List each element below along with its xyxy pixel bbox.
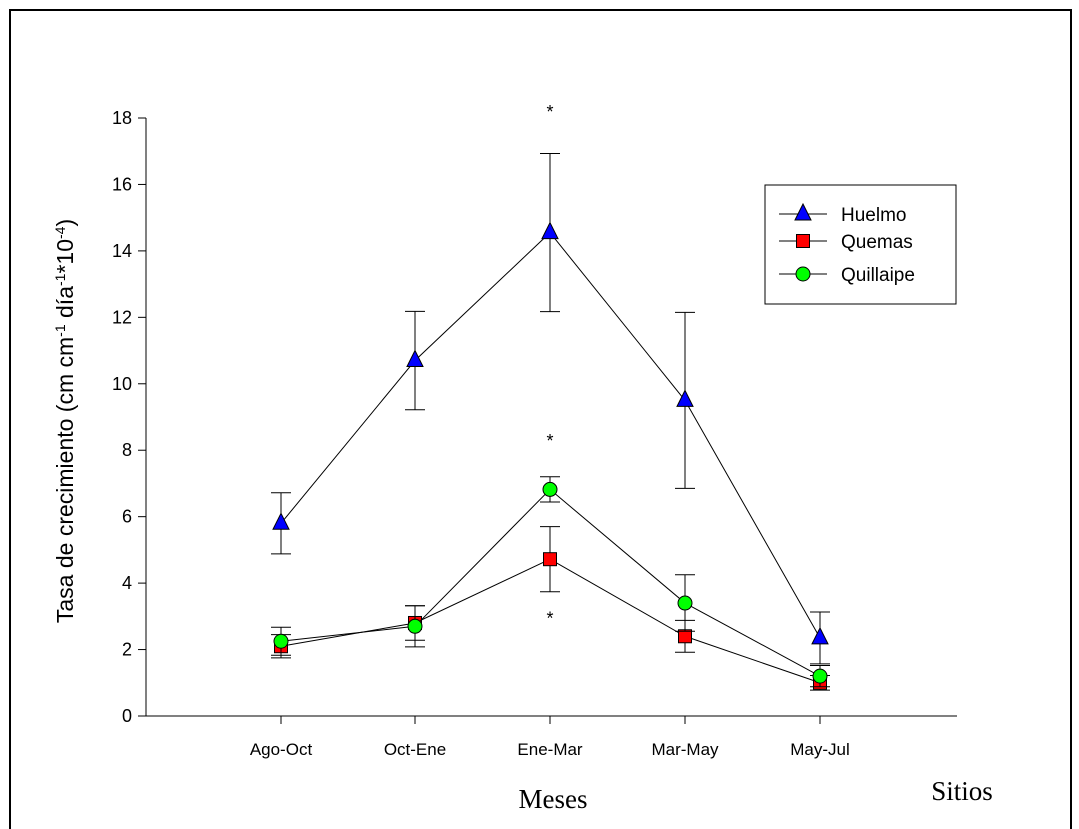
y-axis-label: Tasa de crecimiento (cm cm-1 día-1*10-4) (52, 219, 78, 623)
legend-item-quemas: Quemas (779, 232, 913, 253)
data-point-huelmo (406, 349, 424, 368)
legend-label-huelmo: Huelmo (841, 205, 906, 226)
significance-marker: * (546, 102, 553, 122)
legend-marker-huelmo (794, 202, 812, 221)
x-tick-label: Ene-Mar (517, 740, 583, 759)
data-point-quemas (543, 552, 557, 567)
data-point-quillaipe (542, 481, 558, 497)
legend-item-huelmo: Huelmo (779, 202, 906, 226)
legend-item-quillaipe: Quillaipe (779, 265, 915, 286)
y-axis-label-part: -1 (52, 324, 68, 337)
x-tick-label: Mar-May (651, 740, 719, 759)
y-tick-label: 12 (112, 307, 132, 327)
y-tick-label: 16 (112, 174, 132, 194)
legend-label-quemas: Quemas (841, 232, 913, 253)
data-point-quillaipe (407, 618, 423, 634)
y-tick-label: 18 (112, 108, 132, 128)
y-tick-label: 0 (122, 706, 132, 726)
legend-marker-quemas (796, 234, 810, 248)
y-tick-label: 2 (122, 640, 132, 660)
y-tick-label: 14 (112, 241, 132, 261)
y-tick-label: 6 (122, 507, 132, 527)
y-axis-label-part: -4 (52, 226, 68, 239)
series-huelmo (271, 153, 830, 665)
y-axis-label-part: -1 (52, 273, 68, 286)
annotations-layer: * * * (546, 102, 553, 629)
data-point-huelmo (272, 512, 290, 530)
y-axis-label-part: día (52, 286, 78, 325)
x-axis-label: Meses (519, 784, 588, 814)
data-point-quillaipe (812, 668, 828, 684)
significance-marker: * (546, 609, 553, 629)
chart-frame (9, 9, 1072, 829)
y-tick-label: 4 (122, 573, 132, 593)
axes: 0 2 4 6 8 10 12 14 16 18 Ago-Oct Oct-Ene Ene-Mar Mar-… (112, 108, 957, 759)
series-layer (271, 153, 830, 691)
legend-label-quillaipe: Quillaipe (841, 265, 915, 286)
x-tick-label: Ago-Oct (250, 740, 313, 759)
legend: Huelmo Quemas Quillaipe (764, 184, 957, 305)
significance-marker: * (546, 431, 553, 451)
y-axis-label-part: ) (52, 219, 78, 227)
x-tick-label: May-Jul (790, 740, 850, 759)
legend-title: Sitios (931, 776, 993, 806)
series-quillaipe (271, 476, 830, 688)
data-point-quillaipe (273, 633, 289, 649)
x-tick-label: Oct-Ene (384, 740, 446, 759)
y-axis-label-part: Tasa de crecimiento (cm cm (52, 337, 78, 623)
y-axis-label-part: *10 (52, 239, 78, 274)
y-tick-label: 10 (112, 374, 132, 394)
legend-marker-quillaipe (795, 266, 811, 282)
y-tick-label: 8 (122, 440, 132, 460)
data-point-quillaipe (677, 595, 693, 611)
data-point-huelmo (541, 221, 559, 240)
data-point-huelmo (811, 626, 829, 645)
data-point-huelmo (676, 389, 694, 407)
